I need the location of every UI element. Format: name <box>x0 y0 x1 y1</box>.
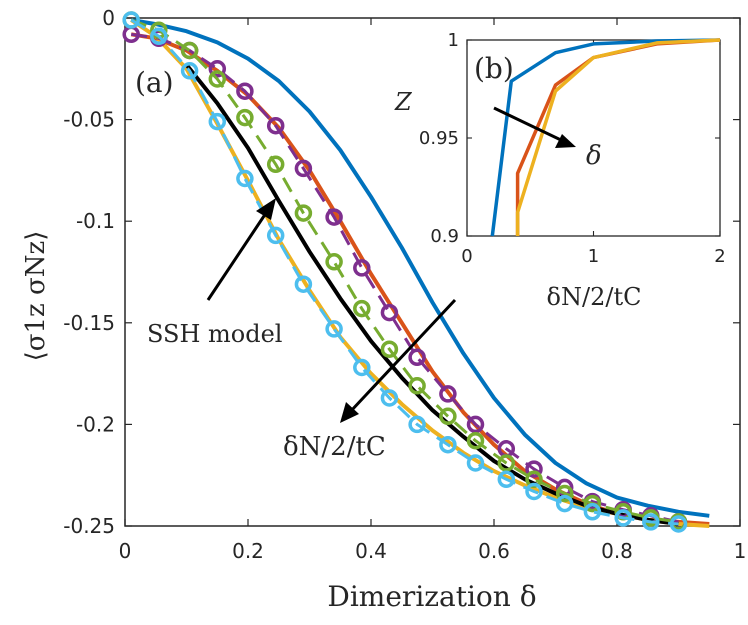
data-point <box>353 259 371 277</box>
data-point <box>555 494 574 513</box>
data-point <box>325 253 343 271</box>
data-point <box>497 470 516 489</box>
main-y-tick-label: -0.15 <box>63 311 115 335</box>
data-point <box>294 204 313 222</box>
data-point <box>294 159 313 178</box>
data-point <box>583 494 602 513</box>
ssh-arrowhead <box>256 198 276 220</box>
data-point <box>353 299 371 318</box>
data-point <box>525 482 543 501</box>
inset-delta-label: δ <box>586 141 602 171</box>
inset-x-tick-label: 2 <box>714 246 725 267</box>
panel-label-b: (b) <box>474 52 514 85</box>
series-line-blue <box>130 18 710 518</box>
data-point <box>466 454 485 472</box>
data-point <box>180 62 199 80</box>
data-point <box>353 358 371 377</box>
data-point <box>439 435 457 454</box>
inset-x-axis-label: δN/2/tC <box>547 283 642 311</box>
data-point <box>236 108 254 127</box>
data-point <box>180 41 199 60</box>
inset-y-tick-label: 0.95 <box>419 128 459 149</box>
data-point <box>294 275 313 293</box>
inset-x-tick-label: 0 <box>461 246 472 267</box>
delta-arrowhead <box>340 402 359 423</box>
data-point <box>236 82 254 100</box>
data-point <box>236 169 254 188</box>
inset-y-tick-label: 1 <box>448 30 459 51</box>
data-point <box>669 515 688 533</box>
data-point <box>497 454 516 472</box>
data-point <box>466 415 485 434</box>
main-y-tick-label: -0.25 <box>63 514 115 538</box>
ssh-arrow <box>206 209 270 301</box>
inset-axes-box <box>466 39 721 237</box>
data-point <box>208 70 227 88</box>
data-point <box>122 11 140 29</box>
main-plot-area <box>122 11 710 533</box>
inset-ticks: 0 1 2 1 0.95 0.9 <box>419 30 726 267</box>
main-x-axis-label: Dimerization δ <box>327 580 536 613</box>
main-y-tick-label: -0.2 <box>76 412 115 436</box>
data-point <box>525 460 543 478</box>
data-point <box>408 377 426 395</box>
data-point <box>208 60 227 78</box>
main-y-tick-label: -0.1 <box>76 209 115 233</box>
data-point <box>380 340 399 358</box>
data-point <box>583 503 602 521</box>
data-point <box>408 348 426 367</box>
data-point <box>642 513 660 531</box>
main-y-axis-label: ⟨σ1z σNz⟩ <box>21 231 51 362</box>
data-point <box>150 27 168 46</box>
data-point <box>208 112 227 131</box>
inset-arrowhead <box>555 134 576 148</box>
data-point <box>266 116 285 135</box>
inset-y-tick-label: 0.9 <box>430 226 459 247</box>
main-y-tick-label: -0.05 <box>63 108 115 132</box>
series-line-cyan-markers <box>130 18 679 526</box>
data-point <box>439 407 457 426</box>
inset-plot-area <box>490 38 721 237</box>
data-point <box>525 470 543 489</box>
data-point <box>408 415 426 434</box>
data-point <box>439 385 457 403</box>
main-x-tick-label: 0 <box>119 539 132 563</box>
data-point <box>555 484 574 503</box>
main-x-tick-label: 0.8 <box>601 539 633 563</box>
data-point <box>380 303 399 322</box>
data-point <box>614 509 632 527</box>
main-y-tick-label: 0 <box>102 6 115 30</box>
delta-ratio-label: δN/2/tC <box>283 432 386 462</box>
main-x-tick-label: 0.6 <box>478 539 510 563</box>
panel-label-a: (a) <box>135 66 174 99</box>
main-ticks: 0 0.2 0.4 0.6 0.8 1 0 -0.05 -0.1 -0.15 -0.2 -0.25 <box>63 6 746 563</box>
data-point <box>466 431 485 450</box>
main-x-tick-label: 0.2 <box>232 539 264 563</box>
data-point <box>266 155 285 174</box>
data-point <box>325 320 343 338</box>
ssh-model-label: SSH model <box>147 320 282 348</box>
delta-arrow <box>348 298 457 414</box>
inset-arrow <box>493 106 564 143</box>
inset-x-tick-label: 1 <box>588 246 599 267</box>
data-point <box>325 208 343 226</box>
main-x-tick-label: 0.4 <box>355 539 387 563</box>
inset-y-axis-label: Z <box>394 88 413 116</box>
inset-series-line-yellow <box>515 38 721 236</box>
data-point <box>266 226 285 245</box>
data-point <box>380 389 399 407</box>
main-x-tick-label: 1 <box>734 539 747 563</box>
